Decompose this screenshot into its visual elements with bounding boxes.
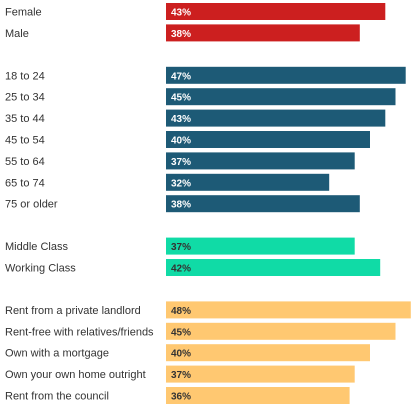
bar: [166, 3, 386, 20]
data-label: 40%: [171, 349, 191, 360]
bar: [166, 344, 370, 362]
data-label: 38%: [171, 200, 191, 211]
data-label: 43%: [171, 114, 191, 125]
data-label: 45%: [171, 93, 191, 104]
category-label: Own your own home outright: [5, 369, 146, 381]
bar: [166, 387, 350, 404]
category-label: Rent-free with relatives/friends: [5, 326, 154, 338]
data-label: 37%: [171, 157, 191, 168]
category-label: 18 to 24: [5, 70, 45, 82]
category-label: Own with a mortgage: [5, 348, 109, 360]
category-label: 35 to 44: [5, 113, 45, 125]
bar: [166, 109, 386, 127]
bar: [166, 259, 381, 276]
category-label: 65 to 74: [5, 177, 45, 189]
data-label: 37%: [171, 242, 191, 253]
category-label: 55 to 64: [5, 156, 45, 168]
bar: [166, 24, 360, 42]
bar: [166, 237, 355, 255]
bar: [166, 301, 411, 319]
data-label: 45%: [171, 327, 191, 338]
category-label: Middle Class: [5, 241, 68, 253]
bar: [166, 322, 396, 340]
data-label: 38%: [171, 29, 191, 40]
data-label: 47%: [171, 71, 191, 82]
data-label: 40%: [171, 136, 191, 147]
category-label: Working Class: [5, 263, 76, 275]
data-label: 36%: [171, 392, 191, 403]
category-label: Rent from a private landlord: [5, 305, 141, 317]
data-label: 32%: [171, 178, 191, 189]
data-label: 37%: [171, 370, 191, 381]
category-label: Female: [5, 7, 42, 19]
bar: [166, 131, 370, 148]
data-label: 48%: [171, 306, 191, 317]
category-label: 45 to 54: [5, 135, 45, 147]
data-label: 43%: [171, 8, 191, 19]
category-label: 25 to 34: [5, 92, 45, 104]
data-label: 42%: [171, 264, 191, 275]
bar: [166, 88, 396, 106]
category-label: 75 or older: [5, 199, 58, 211]
bar: [166, 365, 355, 383]
bar: [166, 173, 330, 191]
bar: [166, 152, 355, 170]
bar: [166, 195, 360, 213]
bar: [166, 66, 406, 84]
category-label: Male: [5, 28, 29, 40]
category-label: Rent from the council: [5, 391, 109, 403]
